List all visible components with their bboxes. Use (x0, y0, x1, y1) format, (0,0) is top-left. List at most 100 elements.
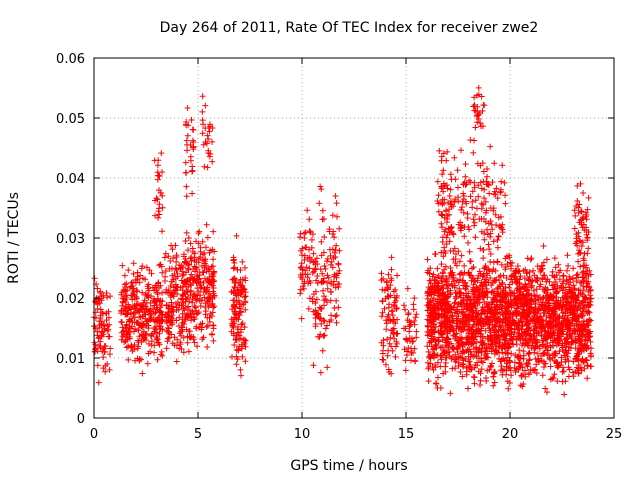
data-point (410, 301, 417, 308)
data-point (466, 226, 473, 233)
data-point (478, 93, 485, 100)
data-point (585, 229, 592, 236)
data-point (166, 313, 173, 320)
data-point (563, 335, 570, 342)
data-point (94, 332, 101, 339)
data-point (487, 205, 494, 212)
data-point (491, 160, 498, 167)
data-point (444, 309, 451, 316)
data-point (472, 124, 479, 131)
data-point (425, 332, 432, 339)
data-point (234, 323, 241, 330)
y-tick-label: 0.03 (56, 232, 85, 247)
data-point (454, 308, 461, 315)
data-point (494, 195, 501, 202)
data-point (426, 270, 433, 277)
data-point (576, 219, 583, 226)
data-point (581, 365, 588, 372)
data-point (557, 267, 564, 274)
data-point (335, 270, 342, 277)
data-point (512, 274, 519, 281)
data-point (173, 253, 180, 260)
data-point (499, 229, 506, 236)
data-point (564, 267, 571, 274)
data-point (495, 233, 502, 240)
data-point (322, 325, 329, 332)
data-point (152, 197, 159, 204)
data-point (426, 354, 433, 361)
data-point (577, 263, 584, 270)
data-point (494, 236, 501, 243)
data-point (438, 356, 445, 363)
data-point (388, 275, 395, 282)
data-point (465, 239, 472, 246)
data-point (189, 190, 196, 197)
data-point (231, 284, 238, 291)
data-point (233, 232, 240, 239)
data-point (175, 322, 182, 329)
data-point (523, 286, 530, 293)
data-point (206, 153, 213, 160)
data-point (468, 351, 475, 358)
data-point (402, 367, 409, 374)
data-point (195, 288, 202, 295)
data-point (312, 299, 319, 306)
data-point (475, 349, 482, 356)
data-point (516, 276, 523, 283)
data-point (200, 141, 207, 148)
data-point (503, 314, 510, 321)
data-point (329, 264, 336, 271)
data-point (459, 204, 466, 211)
data-point (324, 272, 331, 279)
data-point (321, 302, 328, 309)
data-point (310, 259, 317, 266)
data-point (451, 154, 458, 161)
data-point (470, 313, 477, 320)
data-point (384, 352, 391, 359)
data-point (402, 325, 409, 332)
data-point (575, 258, 582, 265)
data-point (563, 276, 570, 283)
data-point (130, 310, 137, 317)
data-point (139, 289, 146, 296)
data-point (238, 345, 245, 352)
data-point (185, 348, 192, 355)
data-point (202, 102, 209, 109)
data-point (410, 338, 417, 345)
data-point (501, 179, 508, 186)
data-point (484, 294, 491, 301)
data-point (145, 350, 152, 357)
data-point (134, 288, 141, 295)
data-point (200, 334, 207, 341)
data-point (444, 148, 451, 155)
data-point (233, 315, 240, 322)
data-point (536, 358, 543, 365)
data-point (208, 313, 215, 320)
data-point (499, 279, 506, 286)
data-point (188, 254, 195, 261)
data-point (477, 179, 484, 186)
data-point (336, 225, 343, 232)
data-point (118, 289, 125, 296)
data-point (320, 287, 327, 294)
data-point (202, 256, 209, 263)
data-point (536, 343, 543, 350)
data-point (570, 265, 577, 272)
data-point (100, 354, 107, 361)
data-point (99, 309, 106, 316)
data-point (194, 272, 201, 279)
data-point (573, 278, 580, 285)
data-point (502, 299, 509, 306)
data-point (474, 286, 481, 293)
data-point (542, 385, 549, 392)
data-point (403, 336, 410, 343)
data-point (158, 348, 165, 355)
data-point (490, 373, 497, 380)
data-point (171, 334, 178, 341)
data-point (457, 276, 464, 283)
data-point (429, 329, 436, 336)
data-point (95, 379, 102, 386)
data-point (182, 298, 189, 305)
data-point (237, 372, 244, 379)
data-point (378, 313, 385, 320)
